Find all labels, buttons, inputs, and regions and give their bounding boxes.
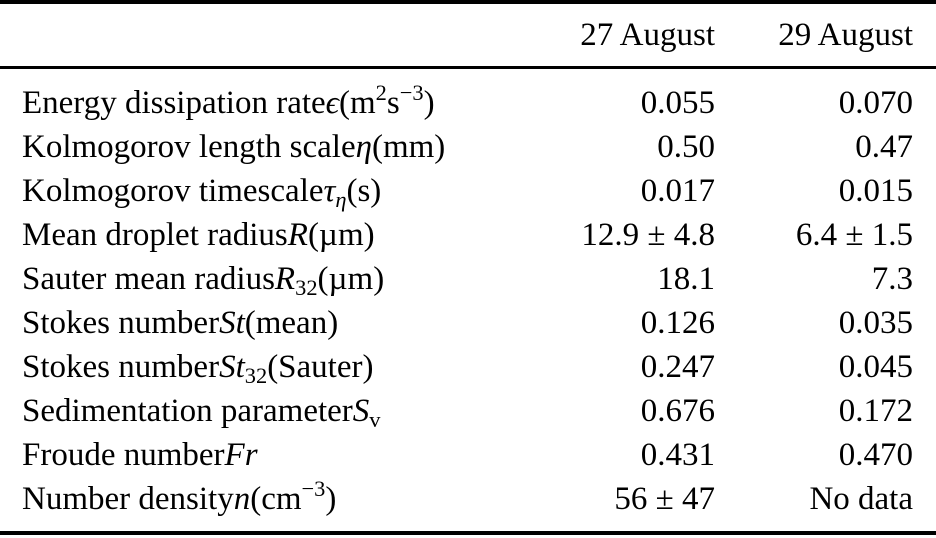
table-bottom-rule	[0, 531, 936, 535]
table-header-row: 27 August 29 August	[22, 4, 913, 66]
table-mid-rule	[0, 66, 936, 69]
row-label: Sauter mean radius R 32 (µm)	[22, 260, 385, 301]
row-value-27-august: 12.9 ± 4.8	[581, 216, 715, 253]
table-top-rule	[0, 0, 936, 4]
row-value-29-august: 0.035	[838, 304, 913, 341]
header-cell-27-august: 27 August	[580, 16, 715, 53]
row-value-27-august: 0.247	[640, 348, 715, 385]
row-label: Kolmogorov length scale η (mm)	[22, 128, 446, 165]
row-label: Number density n (cm −3)	[22, 475, 337, 517]
row-value-27-august: 18.1	[657, 260, 715, 297]
table-row: Energy dissipation rate ϵ (m 2 s −3) 0.055…	[22, 79, 913, 125]
row-label: Stokes number St (mean)	[22, 304, 339, 341]
table-row: Number density n (cm −3) 56 ± 47 No data	[22, 475, 913, 521]
table-row: Froude number Fr 0.431 0.470	[22, 433, 913, 477]
row-value-29-august: 7.3	[871, 260, 913, 297]
row-label: Energy dissipation rate ϵ (m 2 s −3)	[22, 79, 435, 121]
row-value-27-august: 0.676	[640, 392, 715, 429]
row-value-29-august: 0.470	[838, 436, 913, 473]
table-row: Stokes number St 32 (Sauter) 0.247 0.045	[22, 345, 913, 389]
table-row: Mean droplet radius R (µm) 12.9 ± 4.8 6.…	[22, 213, 913, 257]
row-value-27-august: 0.055	[640, 84, 715, 121]
row-value-29-august: 0.47	[855, 128, 913, 165]
row-value-29-august: No data	[809, 480, 913, 517]
row-value-27-august: 0.017	[640, 172, 715, 209]
header-cell-29-august: 29 August	[778, 16, 913, 53]
table-row: Kolmogorov length scale η (mm) 0.50 0.47	[22, 125, 913, 169]
row-value-27-august: 0.431	[640, 436, 715, 473]
row-value-27-august: 0.50	[657, 128, 715, 165]
row-value-27-august: 56 ± 47	[614, 480, 715, 517]
row-value-27-august: 0.126	[640, 304, 715, 341]
table-row: Stokes number St (mean) 0.126 0.035	[22, 301, 913, 345]
row-value-29-august: 0.070	[838, 84, 913, 121]
row-value-29-august: 6.4 ± 1.5	[795, 216, 913, 253]
row-label: Stokes number St 32 (Sauter)	[22, 348, 374, 389]
table-body: Energy dissipation rate ϵ (m 2 s −3) 0.055…	[22, 79, 913, 521]
row-value-29-august: 0.015	[838, 172, 913, 209]
row-label: Froude number Fr	[22, 436, 258, 473]
table-row: Sauter mean radius R 32 (µm) 18.1 7.3	[22, 257, 913, 301]
row-value-29-august: 0.045	[838, 348, 913, 385]
row-label: Mean droplet radius R (µm)	[22, 216, 375, 253]
row-value-29-august: 0.172	[838, 392, 913, 429]
